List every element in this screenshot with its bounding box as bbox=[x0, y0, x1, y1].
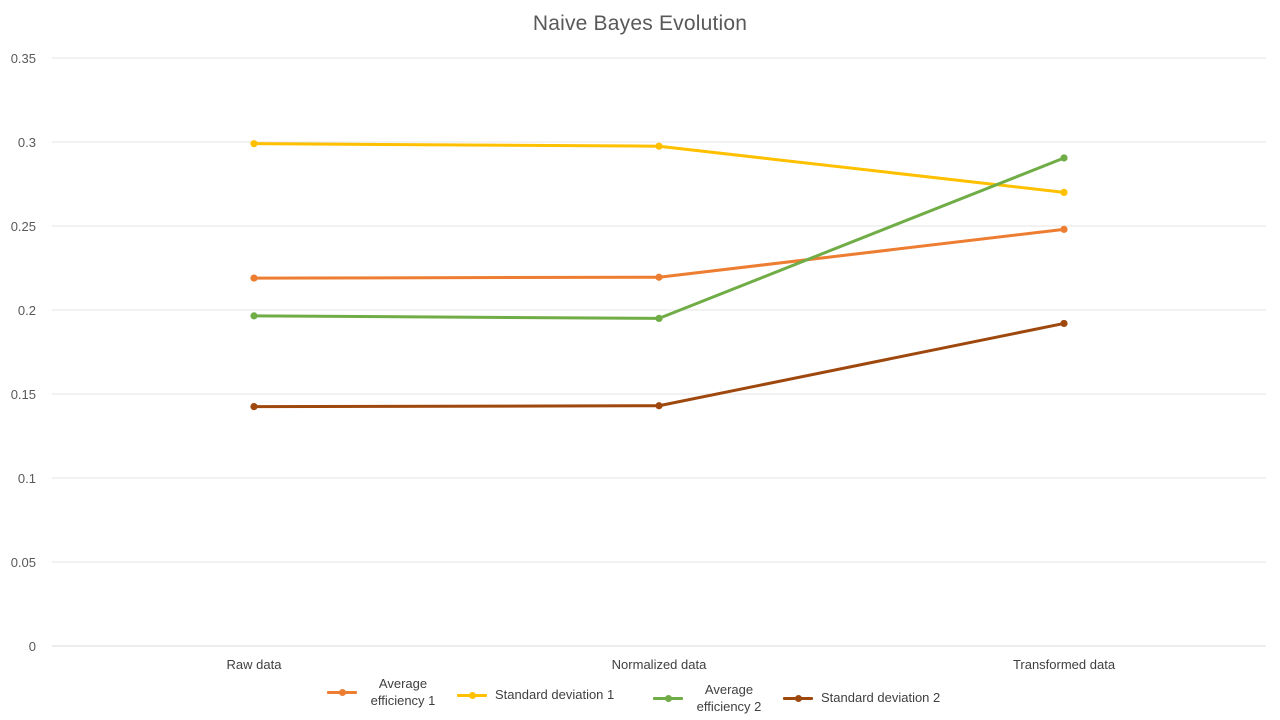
legend-marker bbox=[795, 694, 802, 702]
legend-marker bbox=[339, 689, 346, 696]
data-point bbox=[250, 312, 258, 320]
legend-label-average-efficiency-2: Average efficiency 2 bbox=[696, 682, 762, 714]
legend-item-average-efficiency-2: Average efficiency 2 bbox=[653, 681, 767, 715]
legend-label-standard-deviation-1: Standard deviation 1 bbox=[495, 687, 615, 702]
gridlines bbox=[52, 57, 1266, 647]
legend-swatch-standard-deviation-2 bbox=[783, 693, 813, 703]
data-point bbox=[250, 403, 258, 411]
legend-label-average-efficiency-1: Average efficiency 1 bbox=[370, 676, 436, 708]
legend-item-average-efficiency-1: Average efficiency 1 bbox=[327, 675, 441, 709]
y-tick-label: 0.35 bbox=[11, 51, 36, 66]
y-tick-label: 0.2 bbox=[18, 303, 36, 318]
series-average-efficiency-2 bbox=[250, 154, 1068, 322]
data-point bbox=[250, 140, 258, 148]
series-average-efficiency-1 bbox=[250, 225, 1068, 282]
y-tick-label: 0.15 bbox=[11, 387, 36, 402]
series-line bbox=[252, 227, 1066, 280]
data-point bbox=[1060, 319, 1068, 328]
series-lines bbox=[250, 140, 1068, 411]
data-point bbox=[655, 273, 663, 281]
data-point bbox=[1060, 225, 1068, 233]
series-line bbox=[252, 142, 1066, 194]
legend-marker bbox=[665, 695, 672, 702]
data-point bbox=[655, 314, 663, 322]
legend-item-standard-deviation-1: Standard deviation 1 bbox=[457, 686, 614, 703]
data-point bbox=[1060, 154, 1068, 162]
legend-marker bbox=[469, 691, 476, 699]
legend: Average efficiency 1 Standard deviation … bbox=[0, 675, 1280, 717]
data-point bbox=[1060, 188, 1068, 196]
x-tick-label: Transformed data bbox=[1013, 657, 1116, 672]
legend-swatch-average-efficiency-1 bbox=[327, 687, 357, 697]
x-tick-label: Raw data bbox=[227, 657, 283, 672]
y-tick-label: 0.3 bbox=[18, 135, 36, 150]
data-point bbox=[250, 274, 258, 282]
data-point bbox=[655, 142, 663, 150]
y-axis-tick-labels: 0 0.05 0.1 0.15 0.2 0.25 0.3 0.35 bbox=[11, 51, 36, 654]
series-standard-deviation-1 bbox=[250, 140, 1068, 196]
legend-item-standard-deviation-2: Standard deviation 2 bbox=[783, 689, 940, 706]
y-tick-label: 0 bbox=[29, 639, 36, 654]
legend-swatch-standard-deviation-1 bbox=[457, 690, 487, 700]
legend-label-standard-deviation-2: Standard deviation 2 bbox=[821, 690, 941, 705]
x-axis-tick-labels: Raw data Normalized data Transformed data bbox=[227, 657, 1116, 672]
series-line bbox=[252, 156, 1066, 320]
legend-swatch-average-efficiency-2 bbox=[653, 693, 683, 703]
data-point bbox=[655, 402, 663, 410]
x-tick-label: Normalized data bbox=[612, 657, 707, 672]
chart-title: Naive Bayes Evolution bbox=[532, 12, 748, 35]
y-tick-label: 0.25 bbox=[11, 219, 36, 234]
y-tick-label: 0.05 bbox=[11, 555, 36, 570]
y-tick-label: 0.1 bbox=[18, 471, 36, 486]
series-standard-deviation-2 bbox=[250, 319, 1068, 411]
